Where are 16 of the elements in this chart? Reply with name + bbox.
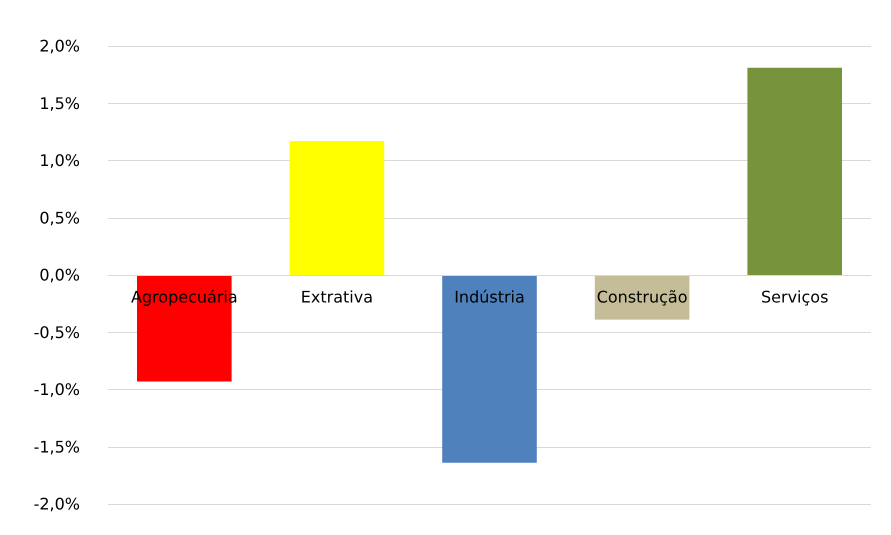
- x-tick-label: Indústria: [454, 288, 525, 306]
- x-tick-label: Serviços: [760, 288, 828, 306]
- x-tick-label: Construção: [596, 288, 688, 306]
- x-tick-label: Extrativa: [300, 288, 374, 306]
- y-tick-label: 1,5%: [39, 94, 80, 113]
- bar: [290, 141, 384, 275]
- y-tick-label: -2,0%: [34, 494, 80, 514]
- y-tick-label: -1,5%: [34, 437, 80, 456]
- y-tick-label: 2,0%: [39, 36, 80, 56]
- bar: [442, 275, 537, 463]
- bar: [747, 68, 842, 275]
- y-tick-label: 1,0%: [39, 151, 80, 170]
- y-tick-label: -1,0%: [34, 380, 80, 399]
- y-tick-label: 0,0%: [39, 266, 80, 284]
- y-tick-label: -0,5%: [34, 322, 80, 342]
- y-tick-label: 0,5%: [39, 208, 80, 228]
